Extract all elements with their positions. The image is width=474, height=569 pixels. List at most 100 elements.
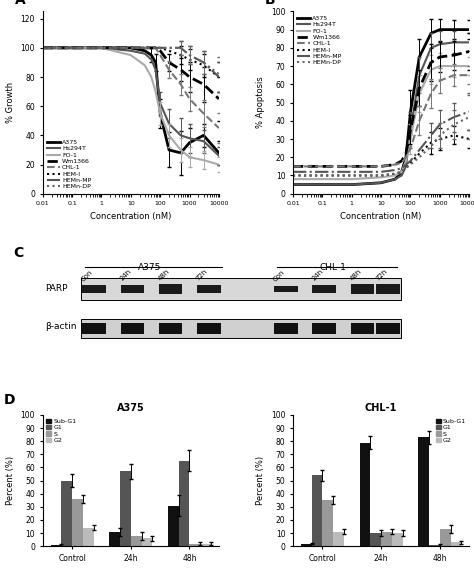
Bar [301,543,312,546]
Wm1366 [466,48,472,55]
Text: 24h: 24h [118,269,132,282]
CHL-1 [142,44,148,51]
CHL-1 [99,44,104,51]
HEM-I [40,44,46,51]
Line: Wm1366: Wm1366 [293,52,469,166]
FO-1 [399,168,404,175]
Y-axis label: % Apoptosis: % Apoptosis [256,77,265,129]
HEMn-MP [128,44,134,51]
Text: 72h: 72h [195,269,209,282]
HEM-I [451,132,457,139]
Title: CHL-1: CHL-1 [365,403,397,413]
FO-1 [408,135,413,142]
Bar [179,461,190,546]
Text: 24h: 24h [310,269,324,282]
HEMn-MP [466,108,472,115]
Wm1366 [216,96,222,102]
Bar [419,437,429,546]
A375 [319,181,325,188]
Y-axis label: % Growth: % Growth [6,82,15,123]
HEMn-DP [451,121,457,128]
Wm1366 [319,163,325,170]
HEMn-DP [408,161,413,168]
A375 [399,168,404,175]
HEMn-MP [148,44,154,51]
A375 [428,30,434,36]
CHL-1 [40,44,46,51]
HEMn-DP [178,44,183,51]
FO-1 [128,52,134,59]
Wm1366 [148,44,154,51]
Hs294T [408,126,413,133]
Wm1366 [187,73,192,80]
HEMn-DP [157,44,163,51]
HEMn-DP [437,132,443,139]
A375 [290,181,296,188]
Wm1366 [403,150,409,157]
Bar [62,481,72,546]
Text: β-actin: β-actin [45,321,76,331]
HEM-I [216,73,222,80]
A375 [153,59,158,66]
Line: A375: A375 [43,48,219,153]
Text: C: C [13,246,23,260]
A375 [417,53,422,60]
Hs294T [128,47,134,54]
FO-1 [290,176,296,183]
Legend: A375, Hs294T, FO-1, Wm1366, CHL-1, HEM-I, HEMn-MP, HEMn-DP: A375, Hs294T, FO-1, Wm1366, CHL-1, HEM-I… [295,13,344,68]
FO-1 [319,176,325,183]
A375 [99,44,104,51]
Wm1366 [142,44,148,51]
Hs294T [216,152,222,159]
HEMn-MP [399,165,404,172]
Bar [376,323,400,333]
Hs294T [466,39,472,46]
HEMn-MP [216,73,222,80]
A375 [142,47,148,54]
HEMn-MP [178,44,183,51]
Line: CHL-1: CHL-1 [293,75,469,166]
HEM-I [128,44,134,51]
HEMn-MP [153,44,158,51]
CHL-1 [69,44,75,51]
Hs294T [148,56,154,63]
FO-1 [216,161,222,168]
Line: FO-1: FO-1 [293,66,469,179]
HEMn-MP [451,114,457,121]
CHL-1 [148,44,154,51]
HEMn-MP [201,59,206,66]
HEMn-DP [216,71,222,77]
A375 [166,147,172,154]
Line: HEMn-DP: HEMn-DP [293,117,469,175]
A375 [466,26,472,33]
CHL-1 [319,163,325,170]
Bar [197,323,221,333]
Bar [360,443,370,546]
Hs294T [451,39,457,46]
Bar [392,533,402,546]
Wm1366 [290,163,296,170]
HEMn-DP [349,172,355,179]
CHL-1 [128,44,134,51]
HEMn-MP [437,121,443,128]
Bar [370,533,381,546]
HEMn-DP [466,114,472,121]
HEM-I [399,168,404,175]
Bar [142,538,152,546]
FO-1 [403,158,409,164]
Bar [312,285,336,292]
FO-1 [466,63,472,69]
A375 [451,26,457,33]
Hs294T [178,132,183,139]
Wm1366 [157,47,163,54]
CHL-1 [178,81,183,88]
HEMn-DP [69,44,75,51]
Bar [351,323,374,333]
Bar [322,500,333,546]
HEMn-MP [99,44,104,51]
Y-axis label: Percent (%): Percent (%) [6,456,15,505]
Bar [168,505,179,546]
FO-1 [142,62,148,69]
Bar [333,532,344,546]
CHL-1 [437,77,443,84]
